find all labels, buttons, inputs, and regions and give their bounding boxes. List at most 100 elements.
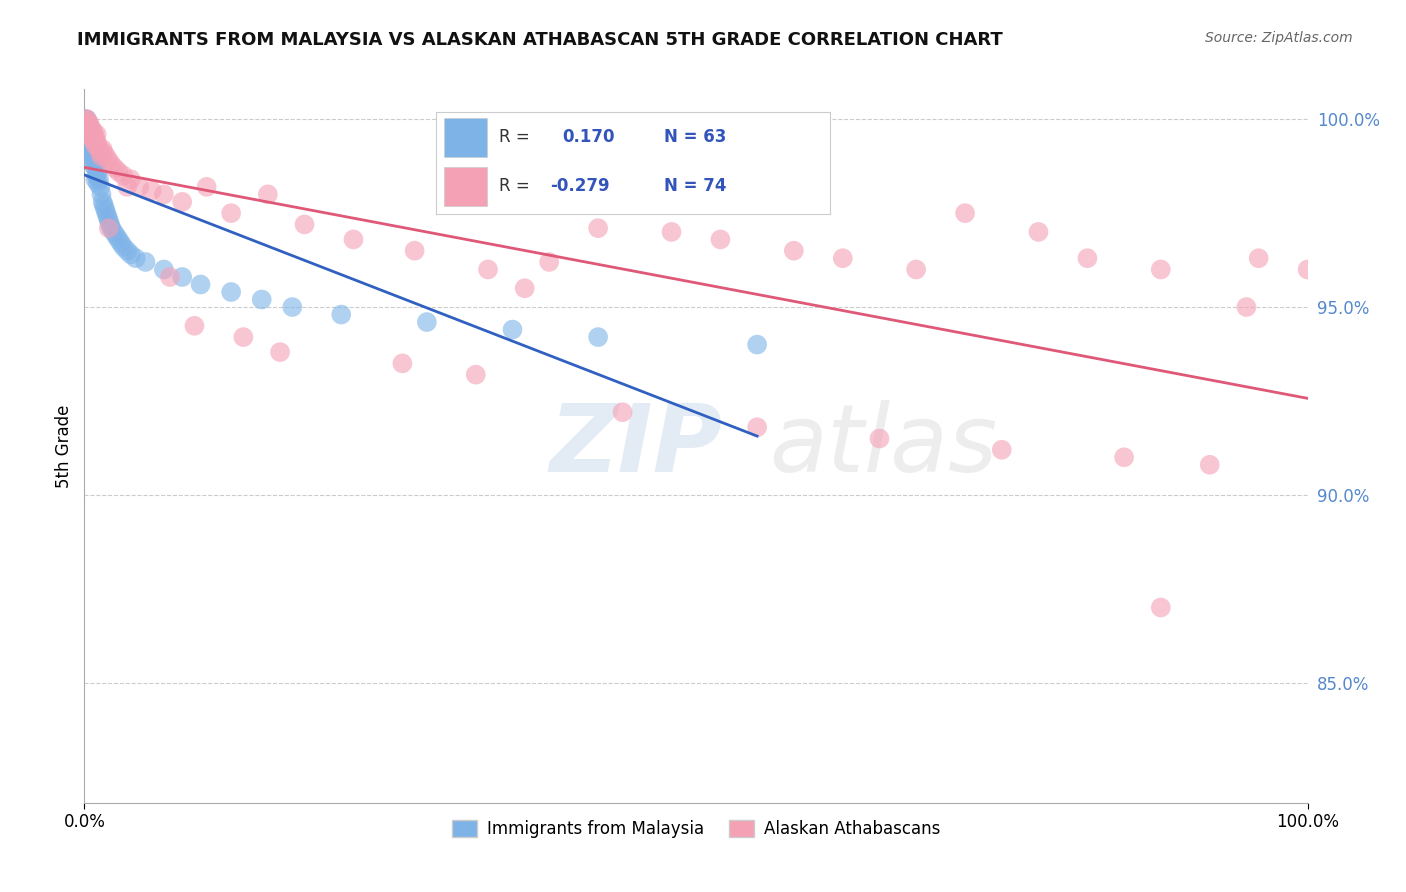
Point [342, 232, 364, 246]
Point [269, 345, 291, 359]
Point [77, 116, 100, 130]
Point [79, 128, 101, 142]
Point [110, 236, 132, 251]
Point [91, 194, 114, 209]
Point [76, 112, 98, 127]
Text: Source: ZipAtlas.com: Source: ZipAtlas.com [1205, 31, 1353, 45]
Point [76, 116, 98, 130]
Point [75, 112, 97, 127]
Point [586, 330, 609, 344]
Point [77, 120, 100, 134]
Point [93, 146, 115, 161]
Point [115, 179, 138, 194]
Point [232, 330, 254, 344]
Text: 0.170: 0.170 [562, 128, 614, 146]
Point [100, 221, 122, 235]
Point [86, 157, 108, 171]
Point [79, 138, 101, 153]
Point [464, 368, 486, 382]
Point [661, 225, 683, 239]
Point [120, 172, 142, 186]
Point [94, 202, 117, 217]
Point [869, 432, 891, 446]
Text: atlas: atlas [769, 401, 998, 491]
Point [783, 244, 806, 258]
Point [257, 187, 280, 202]
Point [991, 442, 1014, 457]
Point [391, 356, 413, 370]
Point [294, 218, 316, 232]
Point [100, 157, 122, 171]
Point [87, 172, 110, 186]
Point [125, 251, 148, 265]
Point [87, 142, 110, 156]
Point [82, 146, 104, 161]
Point [79, 146, 101, 161]
Point [90, 187, 112, 202]
Point [112, 240, 135, 254]
Point [612, 405, 634, 419]
Point [250, 293, 273, 307]
Point [90, 150, 112, 164]
Point [477, 262, 499, 277]
Point [135, 255, 157, 269]
Point [77, 123, 100, 137]
Point [84, 172, 107, 186]
Point [91, 142, 114, 156]
Point [416, 315, 439, 329]
Point [105, 228, 128, 243]
Point [219, 206, 242, 220]
Point [115, 244, 138, 258]
Point [84, 138, 107, 153]
Point [97, 221, 120, 235]
Point [747, 420, 769, 434]
Point [82, 123, 104, 137]
Point [82, 131, 104, 145]
Point [96, 150, 118, 164]
Point [98, 218, 121, 232]
Point [86, 169, 108, 183]
Point [953, 206, 976, 220]
Point [83, 142, 105, 156]
Legend: Immigrants from Malaysia, Alaskan Athabascans: Immigrants from Malaysia, Alaskan Athaba… [446, 813, 946, 845]
Point [120, 247, 142, 261]
Point [586, 221, 609, 235]
Point [80, 131, 103, 145]
Point [89, 146, 111, 161]
Point [80, 128, 103, 142]
Point [1247, 251, 1270, 265]
Point [83, 128, 105, 142]
Point [153, 262, 176, 277]
Point [87, 165, 110, 179]
Point [76, 120, 98, 134]
Point [112, 169, 135, 183]
Point [83, 153, 105, 168]
Point [141, 184, 163, 198]
Point [1114, 450, 1136, 465]
Point [79, 131, 101, 145]
Point [76, 112, 98, 127]
Point [77, 128, 100, 142]
Point [79, 123, 101, 137]
Text: IMMIGRANTS FROM MALAYSIA VS ALASKAN ATHABASCAN 5TH GRADE CORRELATION CHART: IMMIGRANTS FROM MALAYSIA VS ALASKAN ATHA… [77, 31, 1002, 49]
Point [128, 179, 150, 194]
Point [84, 150, 107, 164]
Point [107, 165, 129, 179]
Point [172, 194, 194, 209]
Point [89, 179, 111, 194]
Point [831, 251, 853, 265]
Point [1198, 458, 1220, 472]
Point [75, 116, 97, 130]
Point [82, 135, 104, 149]
Point [153, 187, 176, 202]
Point [87, 176, 110, 190]
Point [77, 120, 100, 134]
Point [86, 135, 108, 149]
Point [77, 116, 100, 130]
Text: -0.279: -0.279 [550, 178, 610, 195]
Point [93, 199, 115, 213]
Point [1150, 600, 1173, 615]
Point [1150, 262, 1173, 277]
Point [77, 135, 100, 149]
Point [404, 244, 426, 258]
